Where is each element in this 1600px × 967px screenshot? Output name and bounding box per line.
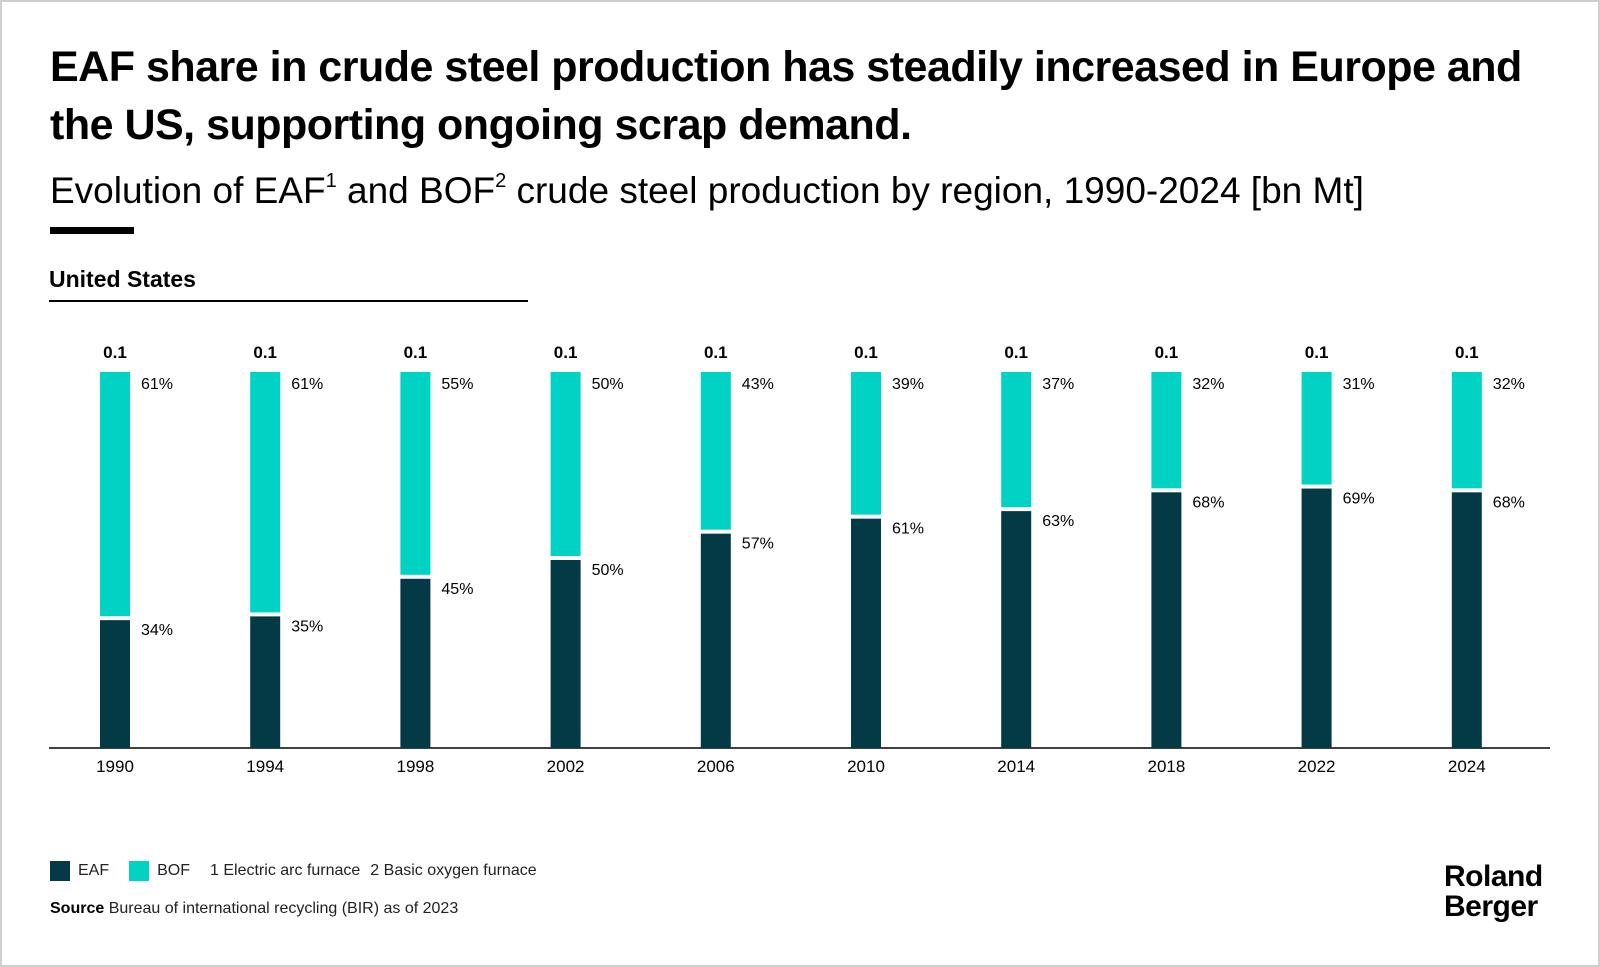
subtitle-part1: Evolution of EAF bbox=[50, 170, 326, 211]
x-tick-label-2006: 2006 bbox=[697, 757, 735, 776]
source-text: Bureau of international recycling (BIR) … bbox=[108, 900, 459, 917]
bof-share-label-2018: 32% bbox=[1192, 376, 1224, 393]
bof-share-label-2010: 39% bbox=[892, 376, 924, 393]
eaf-share-label-2006: 57% bbox=[742, 536, 774, 553]
subtitle-footnote-1: 1 bbox=[325, 170, 337, 192]
bar-eaf-2002 bbox=[550, 560, 581, 748]
page-title: EAF share in crude steel production has … bbox=[50, 43, 1522, 149]
region-label: United States bbox=[49, 266, 196, 292]
accent-bar bbox=[50, 227, 134, 234]
legend-eaf-swatch bbox=[50, 861, 70, 881]
footnote-eaf: 1 Electric arc furnace bbox=[210, 862, 361, 879]
logo-line-2: Berger bbox=[1444, 890, 1538, 923]
x-tick-label-2022: 2022 bbox=[1298, 757, 1336, 776]
total-label-2010: 0.1 bbox=[854, 343, 878, 362]
footnote-bof: 2 Basic oxygen furnace bbox=[370, 862, 537, 879]
bar-bof-1990 bbox=[100, 372, 130, 617]
bar-eaf-2018 bbox=[1151, 492, 1182, 748]
total-label-2018: 0.1 bbox=[1155, 343, 1179, 362]
total-label-2014: 0.1 bbox=[1004, 343, 1028, 362]
legend-bof-swatch bbox=[129, 861, 150, 881]
bof-share-label-1990: 61% bbox=[141, 376, 173, 393]
roland-berger-logo: Roland Berger bbox=[1444, 862, 1543, 922]
total-label-2006: 0.1 bbox=[704, 343, 728, 362]
eaf-share-label-2010: 61% bbox=[892, 521, 924, 538]
eaf-share-label-2002: 50% bbox=[592, 562, 624, 579]
eaf-share-label-2014: 63% bbox=[1042, 513, 1074, 530]
bar-bof-2014 bbox=[1001, 372, 1032, 508]
bar-eaf-2024 bbox=[1451, 492, 1482, 748]
x-tick-label-2018: 2018 bbox=[1147, 757, 1185, 776]
source-label: Source bbox=[50, 900, 105, 917]
total-label-1994: 0.1 bbox=[253, 343, 277, 362]
region-underline bbox=[49, 300, 528, 302]
bof-share-label-1994: 61% bbox=[291, 376, 323, 393]
x-tick-label-2014: 2014 bbox=[997, 757, 1035, 776]
chart-subtitle: Evolution of EAF1 and BOF2 crude steel p… bbox=[50, 158, 1570, 214]
total-label-2022: 0.1 bbox=[1305, 343, 1329, 362]
x-tick-label-2024: 2024 bbox=[1448, 757, 1486, 776]
bar-bof-2010 bbox=[851, 372, 881, 515]
total-label-1990: 0.1 bbox=[103, 343, 127, 362]
legend-bof-label: BOF bbox=[157, 862, 191, 879]
bar-bof-2006 bbox=[700, 372, 731, 530]
bof-share-label-2002: 50% bbox=[592, 376, 624, 393]
legend-eaf-label: EAF bbox=[78, 862, 110, 879]
source-note: Source Bureau of international recycling… bbox=[50, 900, 458, 918]
x-tick-label-2010: 2010 bbox=[847, 757, 885, 776]
bar-eaf-1990 bbox=[100, 620, 130, 748]
bar-bof-1994 bbox=[250, 372, 281, 613]
subtitle-part3: crude steel production by region, 1990-2… bbox=[506, 170, 1364, 211]
legend: EAF BOF 1 Electric arc furnace 2 Basic o… bbox=[50, 860, 547, 882]
x-tick-label-1998: 1998 bbox=[396, 757, 434, 776]
bar-eaf-2006 bbox=[700, 533, 731, 748]
bof-share-label-2022: 31% bbox=[1343, 376, 1375, 393]
bar-bof-2002 bbox=[550, 372, 581, 556]
eaf-share-label-2022: 69% bbox=[1343, 491, 1375, 508]
bof-share-label-1998: 55% bbox=[441, 376, 473, 393]
subtitle-footnote-2: 2 bbox=[495, 170, 507, 192]
bof-share-label-2006: 43% bbox=[742, 376, 774, 393]
bar-eaf-2010 bbox=[851, 518, 881, 748]
total-label-2002: 0.1 bbox=[554, 343, 578, 362]
x-tick-label-2002: 2002 bbox=[547, 757, 585, 776]
eaf-share-label-1994: 35% bbox=[291, 618, 323, 635]
bar-eaf-2022 bbox=[1301, 488, 1332, 748]
eaf-share-label-1990: 34% bbox=[141, 622, 173, 639]
logo-line-1: Roland bbox=[1444, 860, 1543, 893]
bof-share-label-2014: 37% bbox=[1042, 376, 1074, 393]
bar-bof-2022 bbox=[1301, 372, 1332, 485]
total-label-2024: 0.1 bbox=[1455, 343, 1479, 362]
bar-bof-2018 bbox=[1151, 372, 1182, 489]
bar-bof-1998 bbox=[400, 372, 431, 575]
bar-eaf-1994 bbox=[250, 616, 281, 748]
total-label-1998: 0.1 bbox=[404, 343, 428, 362]
eaf-share-label-2018: 68% bbox=[1192, 494, 1224, 511]
eaf-share-label-1998: 45% bbox=[441, 581, 473, 598]
subtitle-part2: and BOF bbox=[336, 170, 496, 211]
eaf-share-label-2024: 68% bbox=[1493, 494, 1525, 511]
bof-share-label-2024: 32% bbox=[1493, 376, 1525, 393]
x-tick-label-1990: 1990 bbox=[96, 757, 134, 776]
x-tick-label-1994: 1994 bbox=[246, 757, 284, 776]
bar-eaf-1998 bbox=[400, 578, 431, 748]
bar-bof-2024 bbox=[1451, 372, 1482, 489]
bar-eaf-2014 bbox=[1001, 511, 1032, 748]
